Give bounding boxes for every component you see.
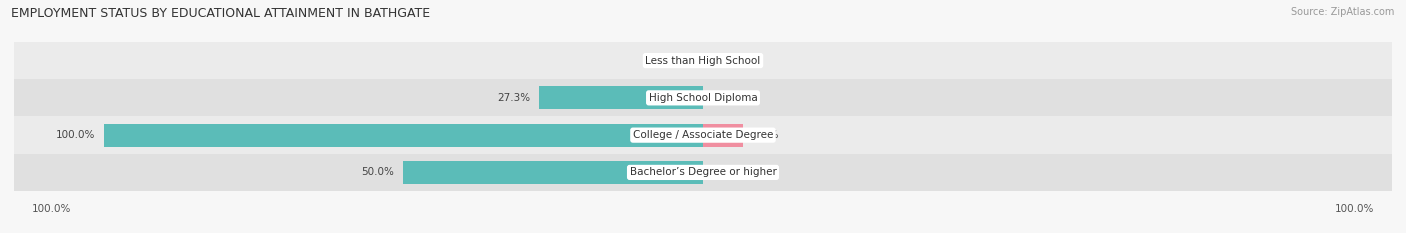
Text: Bachelor’s Degree or higher: Bachelor’s Degree or higher (630, 168, 776, 177)
Bar (14, 116, 1392, 154)
Text: Source: ZipAtlas.com: Source: ZipAtlas.com (1291, 7, 1395, 17)
Text: 0.0%: 0.0% (711, 56, 738, 65)
Bar (14, 42, 1392, 79)
Text: College / Associate Degree: College / Associate Degree (633, 130, 773, 140)
Bar (104, 123, 703, 147)
Text: 0.0%: 0.0% (711, 93, 738, 103)
Text: 50.0%: 50.0% (361, 168, 395, 177)
Text: 100.0%: 100.0% (32, 204, 72, 214)
Text: 6.7%: 6.7% (752, 130, 779, 140)
Bar (14, 154, 1392, 191)
Text: 100.0%: 100.0% (56, 130, 96, 140)
Text: 0.0%: 0.0% (711, 168, 738, 177)
Bar (540, 86, 703, 110)
Text: High School Diploma: High School Diploma (648, 93, 758, 103)
Text: EMPLOYMENT STATUS BY EDUCATIONAL ATTAINMENT IN BATHGATE: EMPLOYMENT STATUS BY EDUCATIONAL ATTAINM… (11, 7, 430, 20)
Text: 100.0%: 100.0% (1334, 204, 1374, 214)
Bar (404, 161, 703, 184)
Bar (14, 79, 1392, 116)
Text: Less than High School: Less than High School (645, 56, 761, 65)
Text: 27.3%: 27.3% (498, 93, 530, 103)
Text: 0.0%: 0.0% (668, 56, 695, 65)
Bar (703, 123, 744, 147)
